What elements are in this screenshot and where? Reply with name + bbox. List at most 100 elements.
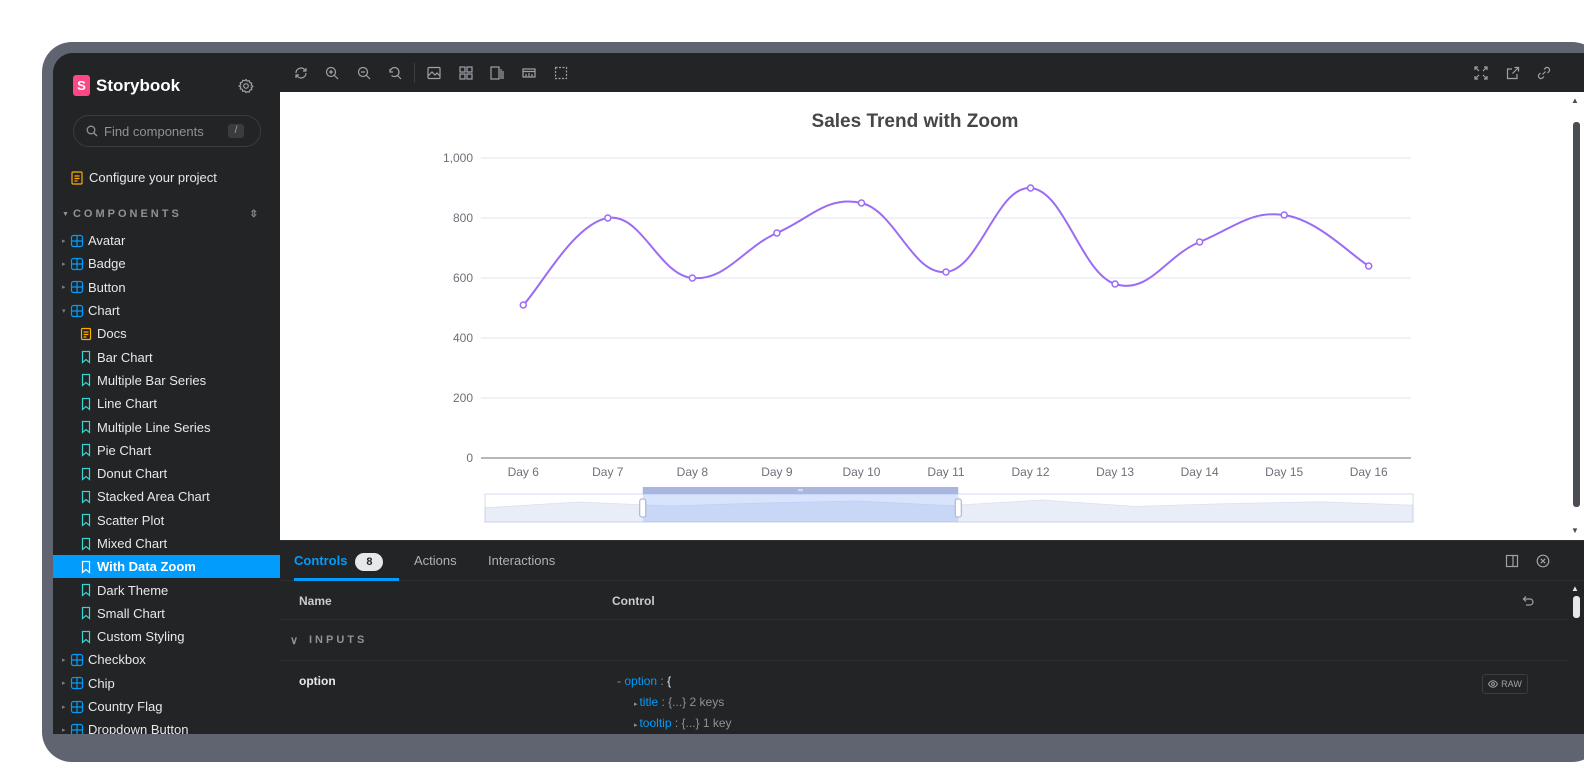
sidebar-item[interactable]: ▸ Dropdown Button <box>53 718 280 734</box>
configure-project-link[interactable]: Configure your project <box>71 170 217 185</box>
datazoom-move-handle[interactable] <box>642 487 959 494</box>
sidebar-item[interactable]: Mixed Chart <box>53 532 280 555</box>
sidebar-item-label: Line Chart <box>97 396 157 412</box>
panel-scrollbar[interactable]: ▲ <box>1568 582 1584 734</box>
background-icon[interactable] <box>426 65 442 81</box>
chevron-right-icon[interactable]: ▸ <box>62 726 66 734</box>
components-section-header[interactable]: ▼ COMPONENTS ⇳ <box>62 208 272 220</box>
bookmark-icon <box>79 630 97 644</box>
chevron-right-icon[interactable]: ▸ <box>62 237 66 245</box>
chevron-right-icon[interactable]: ▸ <box>62 680 66 688</box>
sidebar-item[interactable]: Donut Chart <box>53 462 280 485</box>
brand[interactable]: S Storybook <box>73 75 180 96</box>
x-tick-label: Day 11 <box>927 465 964 479</box>
sidebar-item[interactable]: ▾ Chart <box>53 299 280 322</box>
sidebar-item[interactable]: Stacked Area Chart <box>53 485 280 508</box>
sidebar-item-label: Mixed Chart <box>97 536 168 551</box>
sidebar-item[interactable]: Multiple Line Series <box>53 415 280 438</box>
expand-toggle[interactable]: ▸ <box>634 701 640 708</box>
json-summary: {...} 1 key <box>681 716 732 730</box>
sidebar-item[interactable]: ▸ Checkbox <box>53 648 280 671</box>
bookmark-icon <box>79 583 97 597</box>
remount-icon[interactable] <box>293 65 309 81</box>
zoom-out-icon[interactable] <box>356 65 372 81</box>
open-new-tab-icon[interactable] <box>1505 65 1521 81</box>
raw-toggle-button[interactable]: RAW <box>1482 674 1528 694</box>
viewport-icon[interactable] <box>489 65 505 81</box>
chevron-right-icon[interactable]: ▸ <box>62 703 66 711</box>
search-placeholder: Find components <box>104 123 204 139</box>
preview-scrollbar[interactable]: ▲ ▼ <box>1568 92 1584 540</box>
close-panel-icon[interactable] <box>1536 554 1550 568</box>
expand-toggle[interactable]: ▸ <box>634 722 640 729</box>
panel-orientation-icon[interactable] <box>1505 554 1519 568</box>
chevron-down-icon: ▼ <box>62 210 69 218</box>
x-tick-label: Day 7 <box>592 465 624 479</box>
grip-icon: ═ <box>797 488 803 495</box>
sidebar-item[interactable]: Line Chart <box>53 392 280 415</box>
sidebar-item[interactable]: Multiple Bar Series <box>53 369 280 392</box>
sidebar-item-label: Dropdown Button <box>88 722 189 734</box>
header-control: Control <box>612 594 655 608</box>
collapse-toggle[interactable]: - <box>617 674 625 688</box>
data-point <box>1111 280 1119 288</box>
sidebar-item-label: Country Flag <box>88 699 163 715</box>
tab-interactions[interactable]: Interactions <box>488 541 555 581</box>
sidebar-item[interactable]: ▸ Country Flag <box>53 695 280 718</box>
sidebar-item[interactable]: ▸ Avatar <box>53 229 280 252</box>
sidebar-item[interactable]: ▸ Chip <box>53 672 280 695</box>
sidebar-item[interactable]: ▸ Badge <box>53 252 280 275</box>
inputs-section-header[interactable]: ∨ INPUTS <box>280 621 1584 661</box>
fullscreen-icon[interactable] <box>1473 65 1489 81</box>
bookmark-icon <box>79 350 97 364</box>
sidebar-item[interactable]: Custom Styling <box>53 625 280 648</box>
scroll-up-icon[interactable]: ▲ <box>1571 96 1579 105</box>
sidebar-item[interactable]: Scatter Plot <box>53 509 280 532</box>
tab-actions[interactable]: Actions <box>414 541 457 581</box>
chevron-down-icon[interactable]: ▾ <box>62 307 66 315</box>
bookmark-icon <box>79 373 97 388</box>
outline-icon[interactable] <box>553 65 569 81</box>
sidebar-item-label: Bar Chart <box>97 349 153 365</box>
sidebar-item[interactable]: Bar Chart <box>53 345 280 368</box>
sidebar-item[interactable]: ▸ Button <box>53 276 280 299</box>
chevron-right-icon[interactable]: ▸ <box>62 284 66 292</box>
configure-label: Configure your project <box>89 170 217 185</box>
scroll-up-icon[interactable]: ▲ <box>1571 584 1579 593</box>
expand-collapse-icon[interactable]: ⇳ <box>249 208 258 220</box>
x-tick-label: Day 16 <box>1350 465 1388 479</box>
sidebar-item[interactable]: Pie Chart <box>53 439 280 462</box>
sidebar-item[interactable]: With Data Zoom <box>53 555 280 579</box>
addons-panel: Controls 8 Actions Interactions Name Cont… <box>280 540 1584 734</box>
toolbar-divider <box>414 63 415 83</box>
copy-link-icon[interactable] <box>1536 65 1552 81</box>
sidebar-item[interactable]: Dark Theme <box>53 578 280 601</box>
data-point <box>942 268 950 276</box>
scrollbar-thumb[interactable] <box>1573 596 1580 618</box>
bookmark-icon <box>79 490 97 504</box>
reset-controls-icon[interactable] <box>1521 594 1535 608</box>
json-key: option <box>624 674 658 688</box>
measure-icon[interactable] <box>521 65 537 81</box>
datazoom-handle[interactable] <box>639 498 647 518</box>
sidebar-item[interactable]: Docs <box>53 322 280 345</box>
tab-controls[interactable]: Controls 8 <box>294 541 400 581</box>
chevron-right-icon[interactable]: ▸ <box>62 656 66 664</box>
gear-icon[interactable] <box>238 78 254 94</box>
scrollbar-thumb[interactable] <box>1573 122 1580 507</box>
search-input[interactable]: Find components / <box>73 115 261 147</box>
search-shortcut: / <box>228 124 244 138</box>
json-editor[interactable]: - option : { ▸ title : {...} 2 keys ▸ to… <box>617 674 732 730</box>
zoom-in-icon[interactable] <box>324 65 340 81</box>
scroll-down-icon[interactable]: ▼ <box>1571 526 1579 535</box>
data-point <box>519 301 528 309</box>
preview-toolbar <box>280 53 1584 93</box>
datazoom-handle[interactable] <box>954 498 962 518</box>
sidebar-item[interactable]: Small Chart <box>53 602 280 625</box>
raw-label: RAW <box>1501 679 1522 689</box>
chevron-right-icon[interactable]: ▸ <box>62 260 66 268</box>
component-icon <box>70 304 88 318</box>
zoom-reset-icon[interactable] <box>387 65 403 81</box>
x-tick-label: Day 12 <box>1012 465 1050 479</box>
grid-icon[interactable] <box>458 65 474 81</box>
